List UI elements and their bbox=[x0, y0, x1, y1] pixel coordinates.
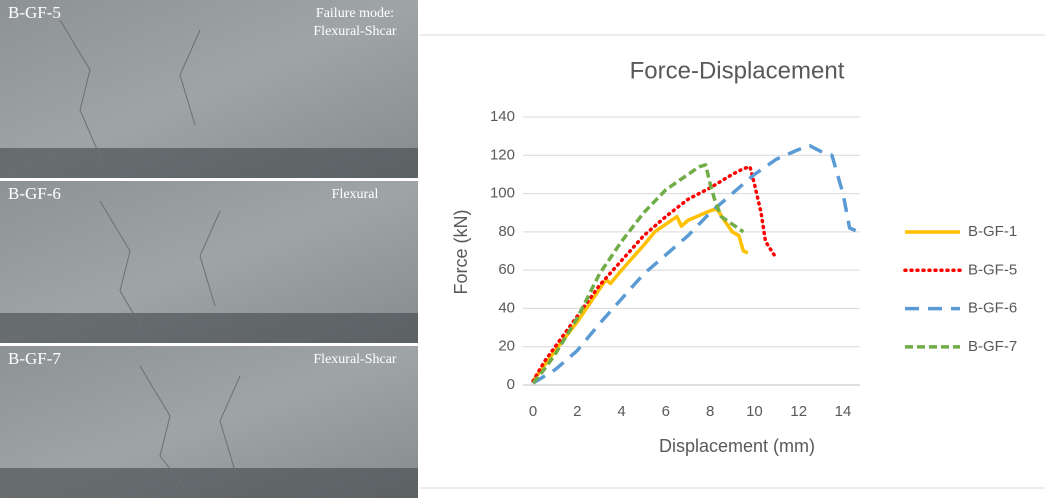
photo-panels: B-GF-5 Failure mode: Flexural-Shcar B-GF-6 F… bbox=[0, 0, 418, 498]
y-tick-label: 120 bbox=[490, 146, 515, 163]
photo-label: B-GF-5 bbox=[8, 3, 61, 22]
legend-label: B-GF-7 bbox=[968, 338, 1017, 355]
legend-label: B-GF-6 bbox=[968, 300, 1017, 317]
y-tick-label: 20 bbox=[498, 338, 515, 355]
photo-shadow bbox=[0, 148, 418, 178]
crack bbox=[199, 210, 221, 307]
x-tick-label: 8 bbox=[706, 403, 714, 420]
crack bbox=[59, 19, 106, 169]
x-tick-label: 12 bbox=[790, 403, 807, 420]
y-tick-label: 60 bbox=[498, 261, 515, 278]
y-tick-label: 140 bbox=[490, 108, 515, 125]
photo-shadow bbox=[0, 313, 418, 343]
x-tick-label: 6 bbox=[662, 403, 670, 420]
series-line bbox=[532, 143, 860, 385]
failure-mode: Failure mode: bbox=[316, 6, 394, 21]
x-tick-label: 0 bbox=[529, 403, 537, 420]
x-tick-label: 2 bbox=[573, 403, 581, 420]
photo-shadow bbox=[0, 468, 418, 498]
failure-mode: Flexural-Shcar bbox=[313, 24, 397, 39]
x-tick-label: 4 bbox=[617, 403, 625, 420]
series-line bbox=[531, 207, 749, 383]
crack bbox=[99, 200, 146, 334]
y-axis-title: Force (kN) bbox=[451, 210, 471, 295]
failure-mode: Flexural bbox=[332, 187, 379, 202]
failure-mode: Flexural-Shcar bbox=[313, 352, 397, 367]
x-tick-label: 10 bbox=[746, 403, 763, 420]
x-axis-title: Displacement (mm) bbox=[659, 436, 815, 456]
x-tick-label: 14 bbox=[835, 403, 852, 420]
photo-label: B-GF-7 bbox=[8, 349, 61, 368]
crack bbox=[139, 365, 186, 489]
y-tick-label: 0 bbox=[507, 376, 515, 393]
y-tick-label: 100 bbox=[490, 185, 515, 202]
legend-label: B-GF-1 bbox=[968, 223, 1017, 240]
photo-label: B-GF-6 bbox=[8, 184, 61, 203]
crack bbox=[219, 375, 241, 472]
y-tick-label: 80 bbox=[498, 223, 515, 240]
y-tick-label: 40 bbox=[498, 299, 515, 316]
crack bbox=[179, 29, 201, 126]
chart-title: Force-Displacement bbox=[630, 57, 845, 84]
series-line bbox=[531, 163, 745, 385]
legend-label: B-GF-5 bbox=[968, 261, 1017, 278]
series-line bbox=[531, 165, 779, 383]
